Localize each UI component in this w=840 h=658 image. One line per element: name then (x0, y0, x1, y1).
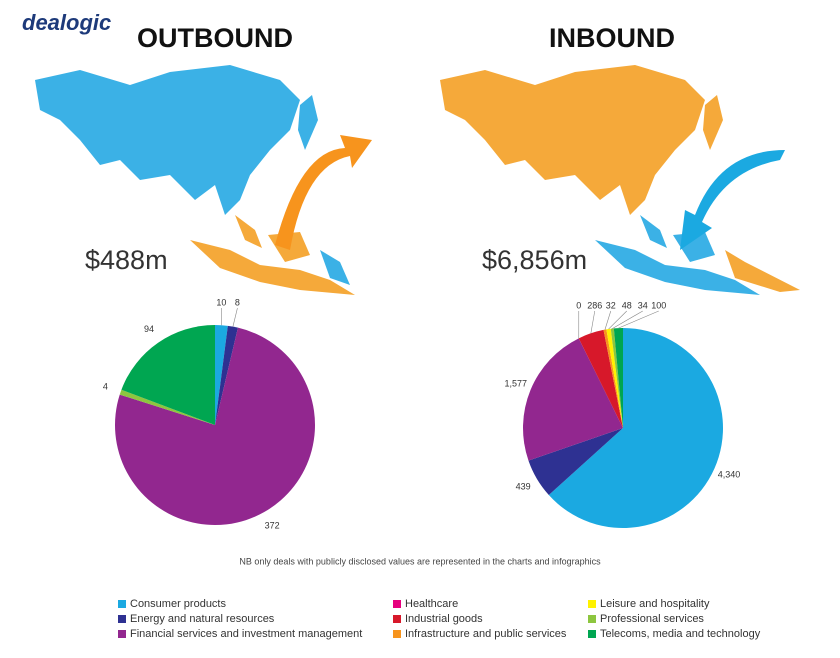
brand: dealogic (22, 10, 111, 35)
pie-slice (119, 389, 215, 425)
value-label: 34 (638, 300, 648, 310)
leader-line (608, 310, 627, 330)
legend-label: Energy and natural resources (130, 613, 275, 625)
legend-swatch (588, 615, 596, 623)
legend-swatch (393, 615, 401, 623)
chart-title: INBOUND (549, 23, 675, 53)
value-label: 1,577 (504, 378, 527, 388)
value-label: 8 (235, 297, 240, 307)
pie-slice (606, 328, 623, 428)
legend-swatch (118, 615, 126, 623)
pie-slice (613, 328, 623, 428)
pie-slice (548, 328, 723, 528)
legend-label: Infrastructure and public services (405, 628, 567, 640)
value-label: 94 (144, 324, 154, 334)
total-value: $488m (85, 245, 168, 275)
legend-label: Industrial goods (405, 613, 483, 625)
legend-label: Financial services and investment manage… (130, 628, 362, 640)
leader-line (590, 310, 596, 334)
pie-slice (115, 327, 315, 525)
leader-line (232, 307, 238, 327)
outbound-map (35, 65, 372, 295)
legend-swatch (118, 630, 126, 638)
leader-line (604, 310, 612, 330)
leader-line (612, 310, 643, 329)
pie-slice (523, 338, 623, 461)
value-label: 4 (103, 381, 108, 391)
legend-label: Leisure and hospitality (600, 598, 710, 610)
legend-swatch (588, 600, 596, 608)
legend-swatch (393, 630, 401, 638)
pie-slice (528, 428, 623, 496)
value-label: 0 (576, 300, 581, 310)
value-label: 372 (265, 520, 280, 530)
total-value: $6,856m (482, 245, 587, 275)
pie-slice (215, 325, 228, 425)
value-label: 32 (606, 300, 616, 310)
pie-slice (603, 329, 623, 428)
legend-swatch (588, 630, 596, 638)
pie-slice (610, 328, 623, 428)
value-label: 10 (216, 297, 226, 307)
chart-title: OUTBOUND (137, 23, 293, 53)
leader-line (618, 310, 659, 329)
pie-slice (578, 329, 623, 428)
note: NB only deals with publicly disclosed va… (239, 556, 601, 566)
legend-label: Telecoms, media and technology (600, 628, 761, 640)
legend-swatch (118, 600, 126, 608)
legend-swatch (393, 600, 401, 608)
legend-label: Professional services (600, 613, 704, 625)
value-label: 48 (622, 300, 632, 310)
legend-label: Consumer products (130, 598, 226, 610)
legend-label: Healthcare (405, 598, 458, 610)
inbound-map (440, 65, 800, 295)
value-label: 439 (516, 481, 531, 491)
pie-slice (215, 325, 238, 425)
value-label: 100 (651, 300, 666, 310)
value-label: 4,340 (718, 469, 741, 479)
pie-slice (121, 325, 215, 425)
value-label: 286 (587, 300, 602, 310)
